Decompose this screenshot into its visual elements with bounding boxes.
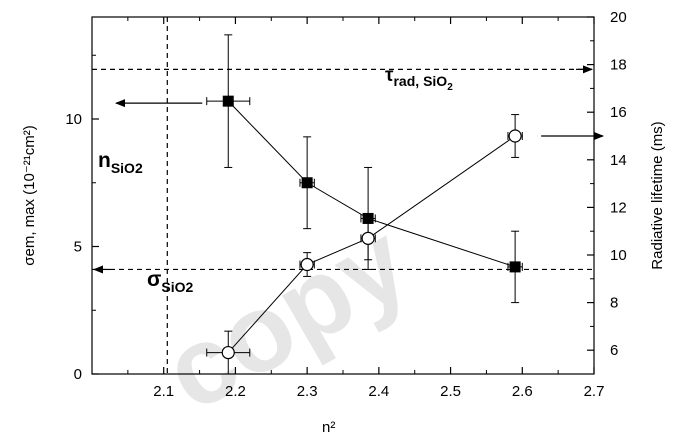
x-tick-label: 2.7 — [584, 383, 605, 400]
y-right-tick-label: 20 — [610, 9, 627, 26]
data-series — [115, 34, 605, 375]
y-left-tick-label: 0 — [74, 366, 82, 383]
y-left-tick-label: 10 — [65, 111, 82, 128]
x-tick-label: 2.2 — [225, 383, 246, 400]
y-right-tick-label: 14 — [610, 152, 627, 169]
series-0-line — [227, 100, 516, 268]
y-right-axis-label: Radiative lifetime (ms) — [649, 121, 666, 269]
data-point-circle — [508, 129, 522, 143]
y-right-tick-label: 12 — [610, 199, 627, 216]
tau-sub2: 2 — [447, 82, 453, 93]
series-1-line — [227, 135, 516, 353]
y-right-tick-label: 10 — [610, 247, 627, 264]
sigma-sio2-main: σ — [147, 268, 161, 291]
sigma-sio2-sub: SiO2 — [161, 279, 193, 295]
x-tick-label: 2.4 — [368, 383, 389, 400]
data-point-circle — [221, 345, 235, 360]
data-point-circle — [361, 231, 375, 245]
x-tick-label: 2.1 — [153, 383, 174, 400]
tau-main: τ — [385, 65, 394, 86]
tau-sub: rad — [393, 73, 415, 89]
y-left-axis-label: σem, max (10⁻²¹cm²) — [21, 125, 38, 266]
axes: 2.1 2.2 2.3 2.4 2.5 2.6 2.7 0 5 10 6 8 10 12 14 16 18 20 — [65, 9, 626, 400]
y-right-tick-label: 16 — [610, 104, 627, 121]
n-sio2-sub: SiO2 — [111, 160, 143, 176]
tau-middle: , — [415, 73, 423, 89]
x-axis-label: n² — [322, 419, 335, 436]
data-point-square — [509, 261, 521, 273]
data-point-square — [222, 95, 234, 107]
x-tick-label: 2.6 — [512, 383, 533, 400]
y-right-tick-label: 18 — [610, 57, 627, 74]
sigma-sio2-label: σSiO2 — [147, 268, 193, 295]
y-left-tick-label: 5 — [74, 239, 82, 256]
y-right-tick-label: 6 — [610, 342, 618, 359]
tau-main-sub: SiO — [423, 73, 447, 89]
data-point-square — [301, 177, 313, 189]
y-right-tick-label: 8 — [610, 295, 618, 312]
x-tick-label: 2.5 — [440, 383, 461, 400]
n-sio2-main: n — [98, 149, 111, 172]
data-point-circle — [300, 257, 314, 272]
x-tick-label: 2.3 — [297, 383, 318, 400]
tau-rad-label: τrad, SiO2 — [385, 65, 453, 93]
n-sio2-label: nSiO2 — [98, 149, 143, 176]
